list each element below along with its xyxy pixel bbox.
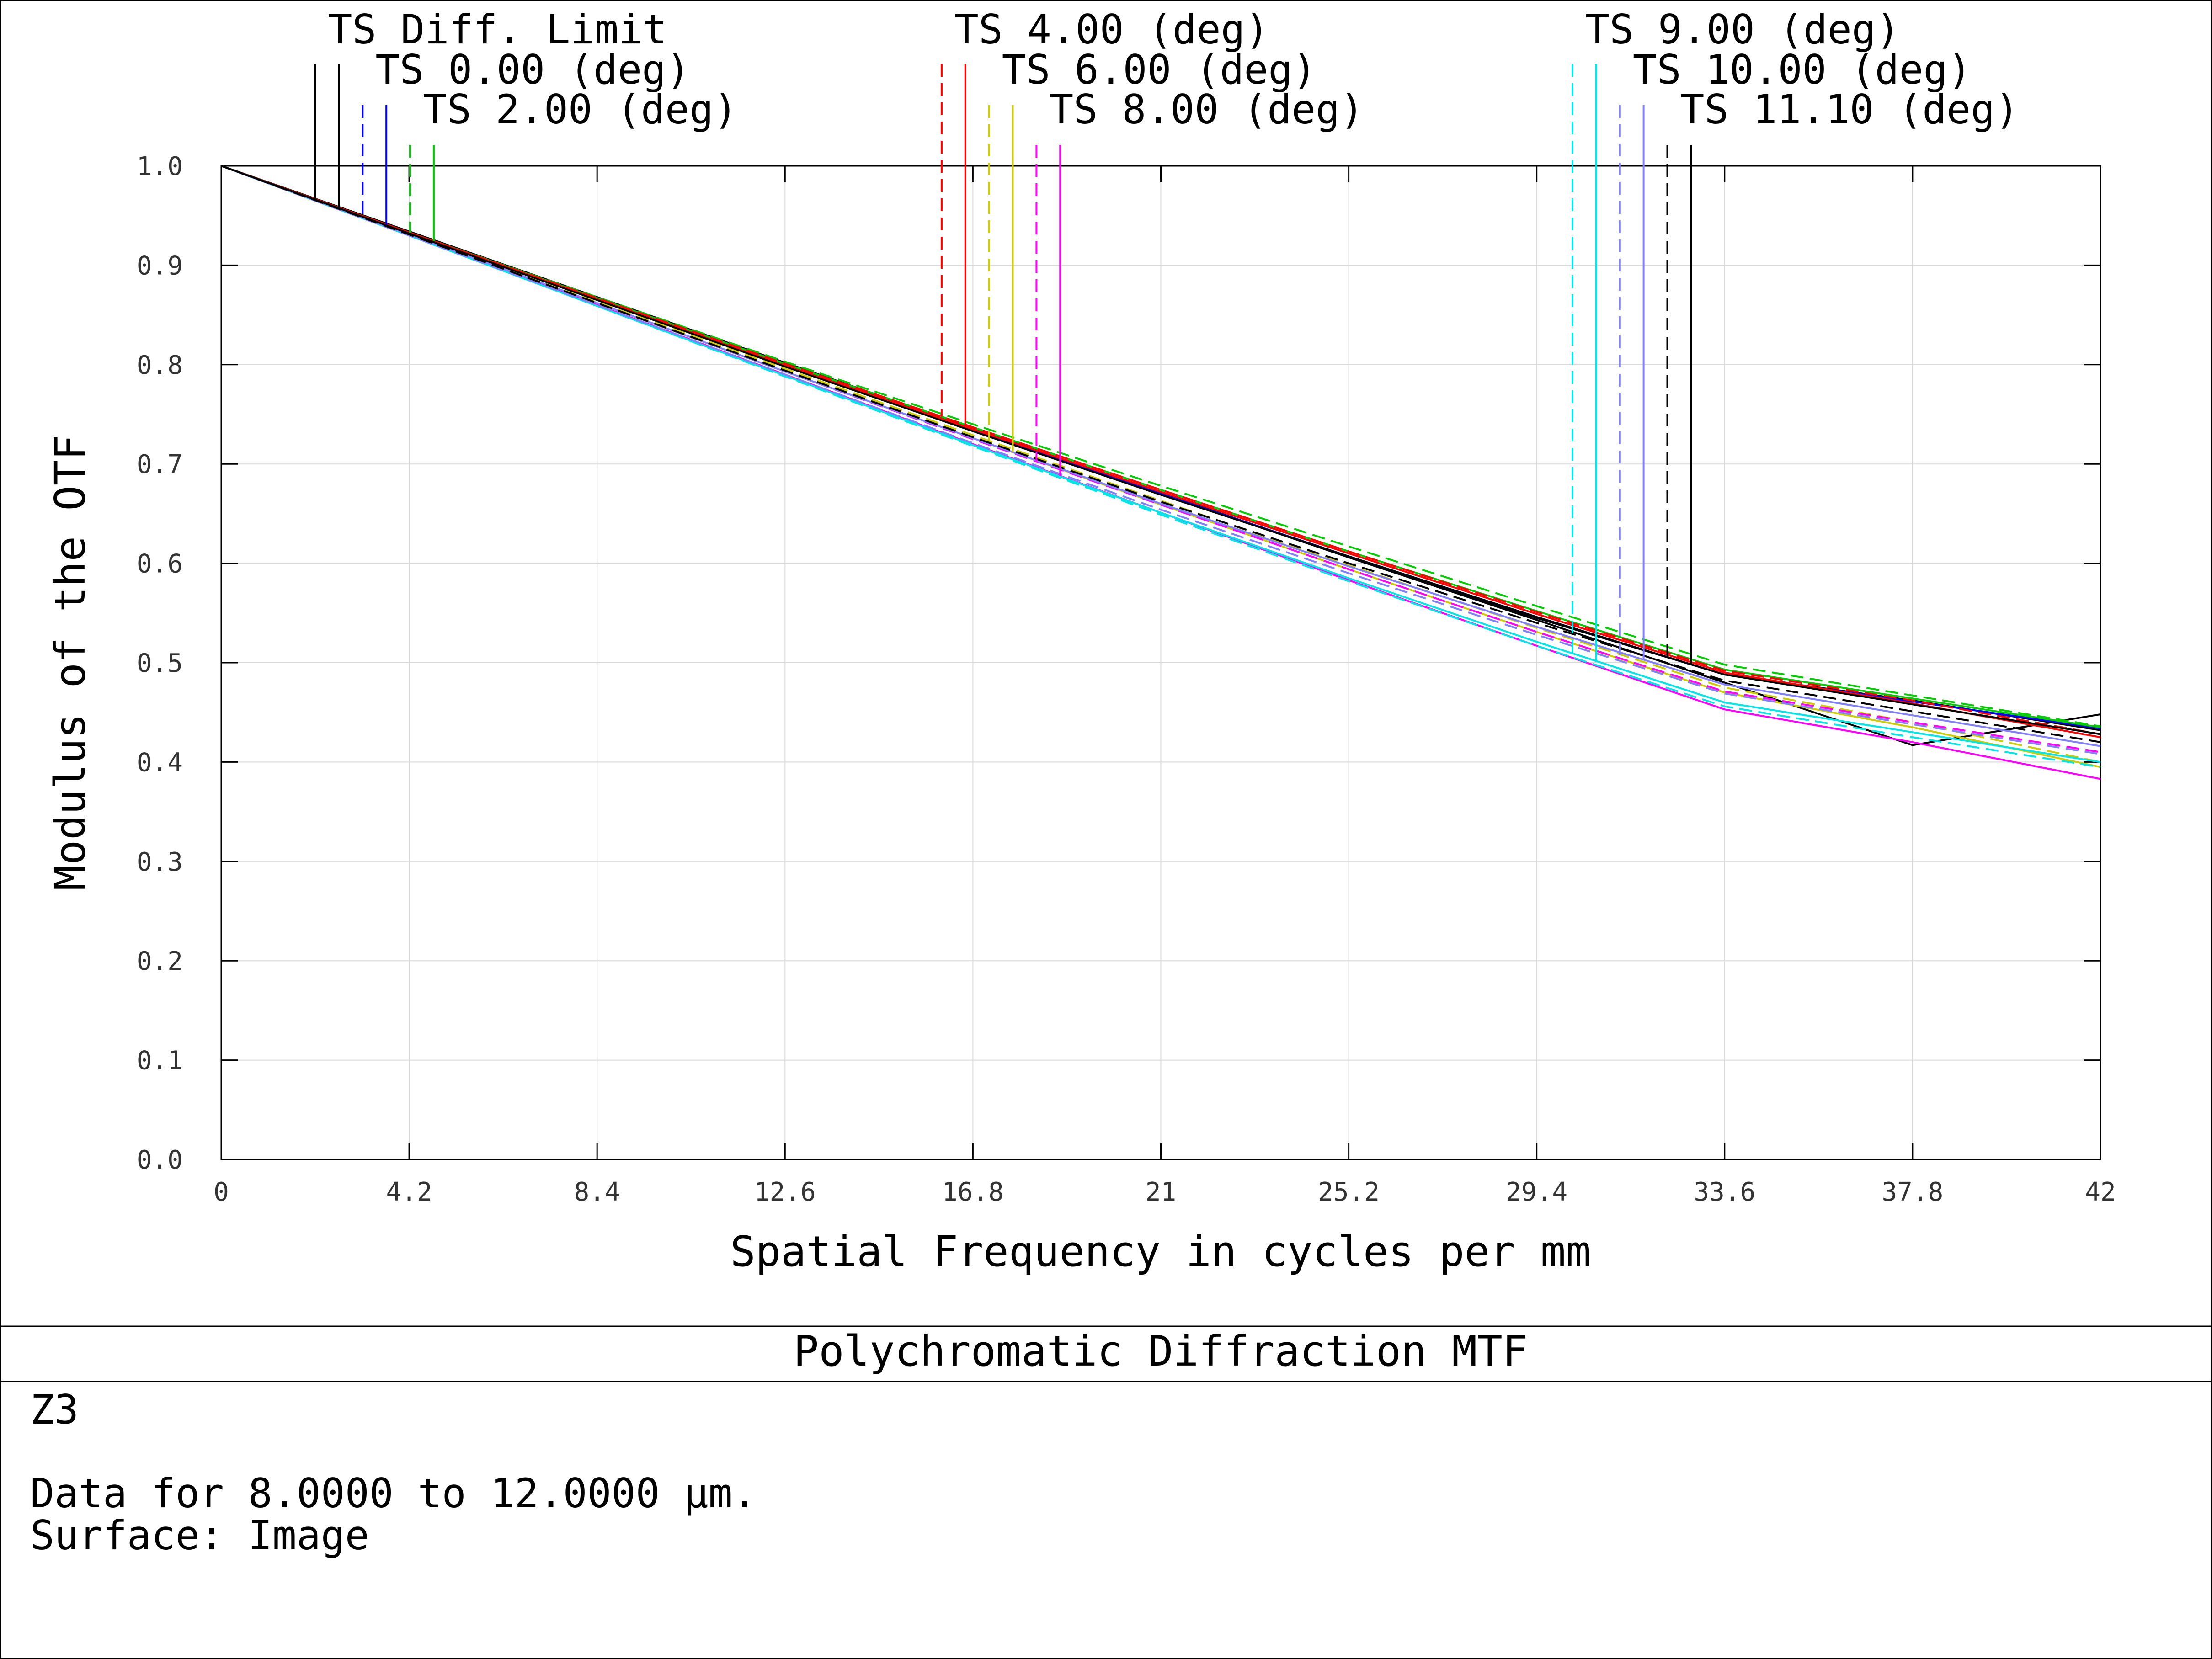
- series-lines: [221, 165, 2101, 780]
- x-tick-label: 21: [1146, 1177, 1176, 1207]
- y-axis-ticks: 0.0 0.1 0.2 0.3 0.4 0.5 0.6 0.7 0.8 0.9 1.0: [137, 152, 2100, 1175]
- series-line: [221, 165, 2101, 739]
- x-tick-label: 12.6: [754, 1177, 816, 1207]
- y-tick-label: 0.2: [137, 946, 183, 976]
- y-tick-label: 0.6: [137, 549, 183, 579]
- x-tick-label: 42: [2085, 1177, 2116, 1207]
- data-range-text: Data for 8.0000 to 12.0000 µm.: [30, 1470, 757, 1517]
- y-tick-label: 1.0: [137, 152, 183, 181]
- legend-label: TS Diff. Limit: [328, 6, 667, 53]
- x-tick-label: 16.8: [942, 1177, 1004, 1207]
- legend-label: TS 11.10 (deg): [1680, 86, 2020, 133]
- chart-grid: [221, 166, 2100, 1159]
- y-tick-label: 0.4: [137, 748, 183, 777]
- y-tick-label: 0.5: [137, 649, 183, 678]
- y-tick-label: 0.3: [137, 847, 183, 877]
- legend-label: TS 4.00 (deg): [954, 6, 1269, 53]
- series-line: [221, 165, 2101, 743]
- config-label: Z3: [30, 1386, 79, 1433]
- y-tick-label: 0.9: [137, 251, 183, 281]
- chart-title: Polychromatic Diffraction MTF: [794, 1327, 1528, 1376]
- series-line: [221, 165, 2101, 755]
- legend-label: TS 10.00 (deg): [1633, 46, 1972, 93]
- x-tick-label: 8.4: [574, 1177, 620, 1207]
- legend-label: TS 2.00 (deg): [423, 86, 738, 133]
- legend-label: TS 6.00 (deg): [1002, 46, 1317, 93]
- y-tick-label: 0.1: [137, 1046, 183, 1076]
- x-tick-label: 33.6: [1694, 1177, 1755, 1207]
- series-line: [221, 165, 2101, 735]
- x-tick-label: 0: [213, 1177, 229, 1207]
- x-tick-label: 37.8: [1882, 1177, 1943, 1207]
- x-tick-label: 29.4: [1506, 1177, 1567, 1207]
- y-tick-label: 0.0: [137, 1145, 183, 1175]
- surface-text: Surface: Image: [30, 1512, 369, 1559]
- x-tick-label: 4.2: [386, 1177, 432, 1207]
- x-axis-ticks: 0 4.2 8.4 12.6 16.8 21 25.2 29.4 33.6 37.8 42: [213, 166, 2116, 1207]
- legend-label: TS 9.00 (deg): [1585, 6, 1900, 53]
- x-axis-label: Spatial Frequency in cycles per mm: [730, 1227, 1591, 1276]
- y-tick-label: 0.7: [137, 450, 183, 479]
- y-axis-label: Modulus of the OTF: [46, 435, 95, 891]
- y-tick-label: 0.8: [137, 351, 183, 380]
- x-tick-label: 25.2: [1318, 1177, 1380, 1207]
- legend-label: TS 0.00 (deg): [375, 46, 690, 93]
- legend-label: TS 8.00 (deg): [1049, 86, 1364, 133]
